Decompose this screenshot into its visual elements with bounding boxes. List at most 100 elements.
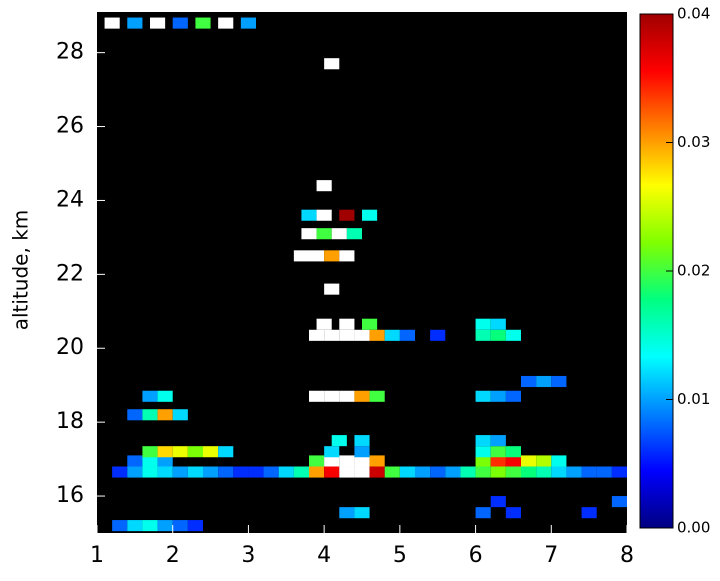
heat-cell bbox=[475, 455, 491, 467]
colorbar-tick-label: 0.00 bbox=[677, 519, 710, 537]
heat-cell bbox=[339, 507, 355, 519]
x-tick-label: 1 bbox=[90, 543, 104, 568]
heat-cell bbox=[490, 466, 506, 478]
heat-cell bbox=[339, 250, 355, 262]
heat-cell bbox=[233, 466, 249, 478]
heat-cell bbox=[475, 446, 491, 458]
heat-cell bbox=[354, 507, 370, 519]
heat-cell bbox=[339, 466, 355, 478]
heat-cell bbox=[127, 409, 143, 421]
x-tick-label: 7 bbox=[544, 543, 558, 568]
y-tick-label: 26 bbox=[56, 114, 84, 139]
heat-cell bbox=[475, 466, 491, 478]
heat-cell bbox=[490, 496, 506, 508]
heat-cell bbox=[278, 466, 294, 478]
heat-cell bbox=[316, 318, 332, 330]
heat-cell bbox=[399, 329, 415, 341]
heat-cell bbox=[354, 466, 370, 478]
heat-cell bbox=[369, 466, 385, 478]
y-tick-label: 20 bbox=[56, 335, 84, 360]
heat-cell bbox=[475, 318, 491, 330]
heat-cell bbox=[490, 329, 506, 341]
heat-cell bbox=[490, 390, 506, 402]
heat-cell bbox=[490, 455, 506, 467]
heat-cell bbox=[536, 455, 552, 467]
heat-cell bbox=[475, 390, 491, 402]
heat-cell bbox=[127, 466, 143, 478]
heat-cell bbox=[324, 390, 340, 402]
heat-cell bbox=[490, 318, 506, 330]
heat-cell bbox=[187, 466, 203, 478]
heat-cell bbox=[127, 17, 143, 29]
y-tick-label: 28 bbox=[56, 40, 84, 65]
heat-cell bbox=[475, 507, 491, 519]
heat-cell bbox=[157, 455, 173, 467]
heat-cell bbox=[384, 329, 400, 341]
heat-cell bbox=[399, 466, 415, 478]
heat-cell bbox=[354, 435, 370, 447]
heat-cell bbox=[369, 455, 385, 467]
heat-cell bbox=[369, 390, 385, 402]
heat-cell bbox=[218, 446, 234, 458]
heat-cell bbox=[187, 520, 203, 532]
heat-cell bbox=[362, 318, 378, 330]
heat-cell bbox=[324, 446, 340, 458]
heat-cell bbox=[112, 466, 128, 478]
heat-cell bbox=[490, 446, 506, 458]
heat-cell bbox=[581, 507, 597, 519]
heat-cell bbox=[362, 209, 378, 221]
heat-cell bbox=[172, 446, 188, 458]
heat-cell bbox=[127, 455, 143, 467]
heat-cell bbox=[112, 520, 128, 532]
heat-cell bbox=[309, 466, 325, 478]
heat-cell bbox=[172, 17, 188, 29]
heat-cell bbox=[505, 466, 521, 478]
heat-cell bbox=[475, 329, 491, 341]
heat-cell bbox=[551, 375, 567, 388]
heat-cell bbox=[127, 520, 143, 532]
heat-cell bbox=[475, 435, 491, 447]
heat-cell bbox=[581, 466, 597, 478]
heat-cell bbox=[316, 228, 332, 240]
heat-cell bbox=[293, 466, 309, 478]
heat-cell bbox=[430, 329, 446, 341]
heat-cell bbox=[339, 318, 355, 330]
heat-cell bbox=[218, 466, 234, 478]
heat-cell bbox=[316, 180, 332, 192]
heat-cell bbox=[521, 466, 537, 478]
heat-cell bbox=[596, 466, 612, 478]
heat-cell bbox=[240, 17, 256, 29]
heat-cell bbox=[157, 390, 173, 402]
heat-cell bbox=[218, 17, 234, 29]
heat-cell bbox=[505, 507, 521, 519]
heat-cell bbox=[301, 228, 317, 240]
x-tick-label: 6 bbox=[469, 543, 483, 568]
heat-cell bbox=[195, 17, 211, 29]
heat-cell bbox=[611, 496, 627, 508]
heat-cell bbox=[142, 446, 158, 458]
heat-cell bbox=[248, 466, 264, 478]
heat-cell bbox=[460, 466, 476, 478]
heat-cell bbox=[354, 455, 370, 467]
heat-cell bbox=[104, 17, 120, 29]
heat-cell bbox=[309, 329, 325, 341]
heat-cell bbox=[203, 446, 219, 458]
heat-cell bbox=[339, 329, 355, 341]
heat-cell bbox=[150, 17, 166, 29]
heat-cell bbox=[384, 466, 400, 478]
heat-cell bbox=[172, 466, 188, 478]
heat-cell bbox=[339, 390, 355, 402]
heat-cell bbox=[331, 228, 347, 240]
x-tick-label: 2 bbox=[166, 543, 180, 568]
heat-cell bbox=[142, 455, 158, 467]
x-tick-label: 8 bbox=[620, 543, 634, 568]
heat-cell bbox=[157, 466, 173, 478]
y-tick-label: 22 bbox=[56, 261, 84, 286]
heat-cell bbox=[354, 390, 370, 402]
heat-cell bbox=[354, 446, 370, 458]
heat-cell bbox=[445, 466, 461, 478]
heat-cell bbox=[505, 455, 521, 467]
heat-cell bbox=[505, 446, 521, 458]
y-tick-label: 18 bbox=[56, 409, 84, 434]
